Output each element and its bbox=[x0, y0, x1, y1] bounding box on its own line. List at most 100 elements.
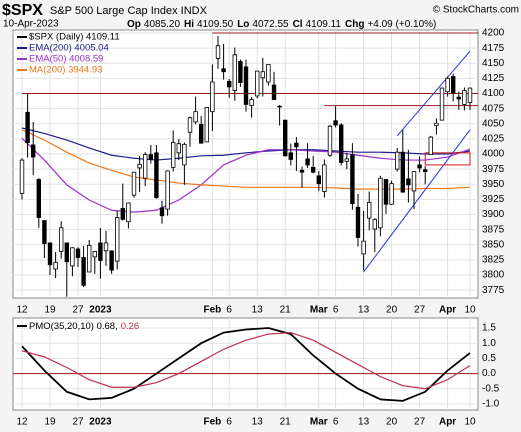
candle-body bbox=[210, 81, 215, 113]
candle-body bbox=[350, 154, 355, 205]
y-tick-label: 4125 bbox=[482, 73, 505, 84]
candle-body bbox=[400, 151, 405, 193]
quote-value: 4072.55 bbox=[252, 19, 289, 30]
quote-label: Cl bbox=[293, 19, 303, 30]
y-tick-label: 1.5 bbox=[482, 323, 496, 334]
x-tick-label: 6 bbox=[333, 305, 339, 316]
candle-body bbox=[378, 177, 383, 229]
candle-body bbox=[417, 164, 422, 169]
candle-body bbox=[389, 183, 394, 205]
candle-body bbox=[170, 142, 176, 168]
candle-body bbox=[456, 96, 461, 100]
candle-body bbox=[406, 178, 411, 186]
y-tick-label: 4025 bbox=[482, 134, 505, 145]
candle-body bbox=[42, 220, 47, 244]
candle-body bbox=[266, 64, 271, 83]
y-tick-label: 3975 bbox=[482, 164, 505, 175]
x-tick-label: 27 bbox=[72, 417, 84, 428]
candle-body bbox=[120, 208, 125, 220]
legend-entry: 0.26 bbox=[121, 321, 140, 332]
x-tick-label: 21 bbox=[280, 417, 292, 428]
candle-body bbox=[126, 202, 131, 223]
candle-body bbox=[333, 120, 338, 126]
x-tick-label: 27 bbox=[414, 417, 426, 428]
candle-body bbox=[176, 143, 181, 154]
x-tick-label: 12 bbox=[16, 305, 28, 316]
candle-body bbox=[154, 152, 159, 198]
pmo-panel bbox=[12, 317, 479, 411]
legend-label: MA(200) 3944.93 bbox=[29, 65, 102, 76]
x-tick-label: 20 bbox=[386, 417, 398, 428]
pmo-line bbox=[21, 327, 471, 402]
candle-body bbox=[36, 179, 41, 218]
y-tick-label: 3800 bbox=[482, 270, 505, 281]
x-tick-label: Feb bbox=[204, 417, 222, 428]
candle-body bbox=[215, 45, 221, 59]
candle-body bbox=[226, 81, 232, 88]
candle-body bbox=[47, 242, 53, 266]
y-tick-label: -0.5 bbox=[482, 383, 500, 394]
candle-body bbox=[142, 154, 148, 179]
x-tick-label: 6 bbox=[226, 417, 232, 428]
x-tick-label: Apr bbox=[439, 305, 456, 316]
overlay-line bbox=[21, 129, 471, 190]
candle-body bbox=[25, 111, 30, 143]
y-tick-label: 3900 bbox=[482, 209, 505, 220]
candle-body bbox=[254, 70, 260, 97]
x-tick-label: Apr bbox=[439, 417, 456, 428]
candle-body bbox=[137, 163, 142, 169]
candle-body bbox=[64, 242, 69, 263]
y-tick-label: 3950 bbox=[482, 179, 505, 190]
x-tick-label: Mar bbox=[310, 305, 328, 316]
quote-value: 4109.11 bbox=[306, 19, 342, 30]
candle-body bbox=[30, 144, 36, 158]
candle-body bbox=[221, 68, 226, 73]
legend-label: $SPX (Daily) 4109.11 bbox=[29, 32, 120, 43]
candle-body bbox=[53, 261, 58, 270]
quote-value: +4.09 (+0.10%) bbox=[367, 19, 436, 30]
candle-body bbox=[204, 107, 209, 143]
candle-body bbox=[383, 179, 389, 205]
candle-body bbox=[148, 154, 153, 160]
x-tick-label: 19 bbox=[44, 417, 56, 428]
candle-body bbox=[70, 247, 75, 267]
trend-line bbox=[363, 129, 471, 273]
y-tick-label: 3825 bbox=[482, 255, 505, 266]
candle-body bbox=[115, 217, 120, 262]
x-tick-label: 20 bbox=[386, 305, 398, 316]
candle-body bbox=[109, 250, 114, 271]
y-tick-label: 1.0 bbox=[482, 338, 496, 349]
candle-body bbox=[344, 158, 349, 162]
quote-label: Lo bbox=[237, 19, 249, 30]
quote: Op 4085.20 Hi 4109.50 Lo 4072.55 Cl 4109.11 Chg +… bbox=[127, 19, 436, 30]
quote-label: Chg bbox=[345, 19, 364, 30]
y-tick-label: 4050 bbox=[482, 118, 505, 129]
quote-label: Op bbox=[127, 19, 141, 30]
legend-label: PMO(35,20,10) 0.68, 0.26 bbox=[29, 321, 139, 332]
candle-body bbox=[75, 248, 81, 258]
candle-body bbox=[305, 158, 310, 166]
candle-body bbox=[294, 142, 299, 148]
y-tick-label: 4000 bbox=[482, 149, 505, 160]
candle-body bbox=[159, 207, 165, 217]
x-tick-label: 6 bbox=[333, 417, 339, 428]
quote-value: 4085.20 bbox=[144, 19, 181, 30]
candle-body bbox=[271, 84, 277, 100]
candle-body bbox=[327, 125, 333, 156]
candle-body bbox=[355, 206, 361, 238]
x-tick-label: 12 bbox=[16, 417, 28, 428]
index-name: S&P 500 Large Cap Index INDX bbox=[50, 5, 208, 17]
x-tick-label: 13 bbox=[252, 417, 264, 428]
y-tick-label: 4100 bbox=[482, 88, 505, 99]
candle-body bbox=[422, 169, 428, 172]
candle-body bbox=[277, 105, 282, 108]
candle-body bbox=[428, 136, 433, 156]
x-tick-label: 21 bbox=[280, 305, 292, 316]
candle-body bbox=[434, 122, 439, 126]
candle-body bbox=[238, 61, 243, 84]
candle-body bbox=[243, 66, 249, 105]
x-tick-label: Mar bbox=[310, 417, 328, 428]
candle-body bbox=[81, 257, 86, 286]
y-tick-label: 0.0 bbox=[482, 368, 496, 379]
